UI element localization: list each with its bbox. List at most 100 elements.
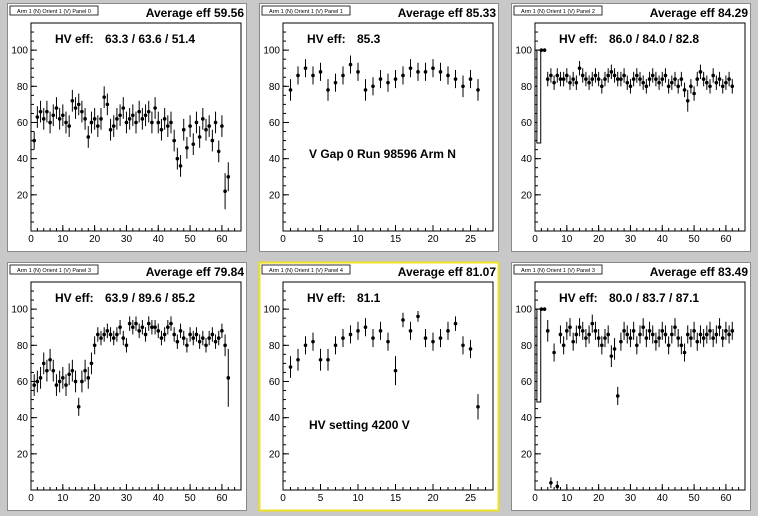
data-point [720, 84, 725, 89]
data-point [64, 120, 68, 125]
data-point [61, 376, 65, 380]
data-point [86, 376, 91, 380]
data-point [204, 343, 208, 348]
data-point [555, 484, 560, 489]
data-point [571, 77, 575, 81]
data-point [194, 332, 199, 337]
x-tick-label: 50 [185, 493, 197, 504]
panel-tag-box [9, 264, 99, 275]
data-point [468, 347, 473, 351]
data-point [650, 73, 655, 78]
data-point [76, 102, 81, 107]
panel-border [259, 3, 499, 252]
x-tick-label: 20 [593, 493, 605, 504]
data-point [54, 383, 59, 387]
data-point [628, 84, 633, 89]
y-tick-label: 100 [515, 46, 532, 57]
data-point [303, 343, 308, 348]
data-point [571, 339, 575, 344]
data-point [657, 80, 661, 85]
x-tick-label: 15 [390, 493, 402, 504]
data-point [146, 321, 151, 326]
y-tick-label: 20 [521, 190, 533, 201]
data-point [159, 336, 164, 340]
data-point [682, 88, 687, 92]
data-point [156, 329, 161, 333]
data-point [660, 329, 665, 333]
data-point [561, 77, 566, 81]
panel-tag-box [513, 5, 603, 16]
hv-label: HV eff: [307, 291, 346, 305]
data-point [288, 365, 293, 369]
hv-label: HV eff: [559, 32, 598, 46]
data-point [724, 80, 728, 85]
data-point [720, 336, 725, 340]
panel-tag-box [513, 264, 603, 275]
data-point [558, 77, 563, 81]
data-point [191, 336, 196, 340]
data-point [124, 120, 129, 125]
data-point [363, 325, 368, 330]
data-point [695, 339, 700, 344]
data-point [121, 106, 126, 110]
chart-title: Average eff 59.56 [146, 6, 245, 20]
panel-tag: Arm 1 (N) Orient 1 (V) Panel 2 [521, 9, 595, 15]
y-tick-label: 100 [515, 305, 532, 316]
data-point [565, 73, 569, 78]
data-point [143, 332, 148, 337]
panel-border [258, 261, 500, 512]
data-point [378, 77, 383, 81]
data-point [172, 332, 176, 337]
data-point [356, 329, 360, 333]
data-point [371, 84, 375, 89]
data-point [647, 329, 652, 333]
data-point [150, 325, 154, 330]
data-point [695, 77, 700, 81]
data-point [137, 109, 141, 114]
data-point [689, 84, 693, 89]
data-point [153, 106, 157, 110]
data-point [673, 325, 677, 330]
data-point [175, 156, 180, 161]
y-tick-label: 40 [269, 154, 281, 165]
data-point [612, 347, 617, 351]
hv-label: HV eff: [559, 291, 598, 305]
data-point [635, 343, 639, 348]
hv-values: 63.3 / 63.6 / 51.4 [105, 32, 195, 46]
data-point [226, 174, 231, 179]
x-tick-label: 0 [28, 234, 34, 245]
data-point [216, 336, 221, 340]
data-point [348, 62, 353, 67]
panel-3: Arm 1 (N) Orient 1 (V) Panel 3 Average ef… [7, 262, 247, 511]
data-point [552, 80, 556, 85]
data-point [83, 368, 87, 373]
x-tick-label: 10 [561, 493, 573, 504]
data-point [619, 77, 623, 81]
data-point [670, 80, 674, 85]
data-point [468, 77, 473, 81]
data-point [99, 117, 103, 121]
data-point [57, 379, 62, 384]
data-point [76, 405, 81, 409]
hist-bar [536, 49, 542, 144]
data-point [89, 120, 94, 125]
chart-title: Average eff 85.33 [398, 6, 497, 20]
panel-tag-box [9, 5, 99, 16]
data-point [80, 109, 84, 114]
data-point [603, 77, 607, 81]
y-tick-label: 40 [521, 154, 533, 165]
data-point [175, 339, 180, 344]
y-tick-label: 20 [521, 449, 533, 460]
data-point [555, 73, 560, 78]
data-point [584, 336, 588, 340]
panel-5: Arm 1 (N) Orient 1 (V) Panel 3 Average ef… [511, 262, 751, 511]
data-point [596, 77, 601, 81]
data-point [565, 329, 569, 333]
data-point [708, 329, 712, 333]
data-point [593, 73, 598, 78]
data-point [38, 376, 43, 380]
y-tick-label: 80 [521, 82, 533, 93]
plot-frame [282, 22, 494, 232]
data-point [650, 332, 655, 337]
